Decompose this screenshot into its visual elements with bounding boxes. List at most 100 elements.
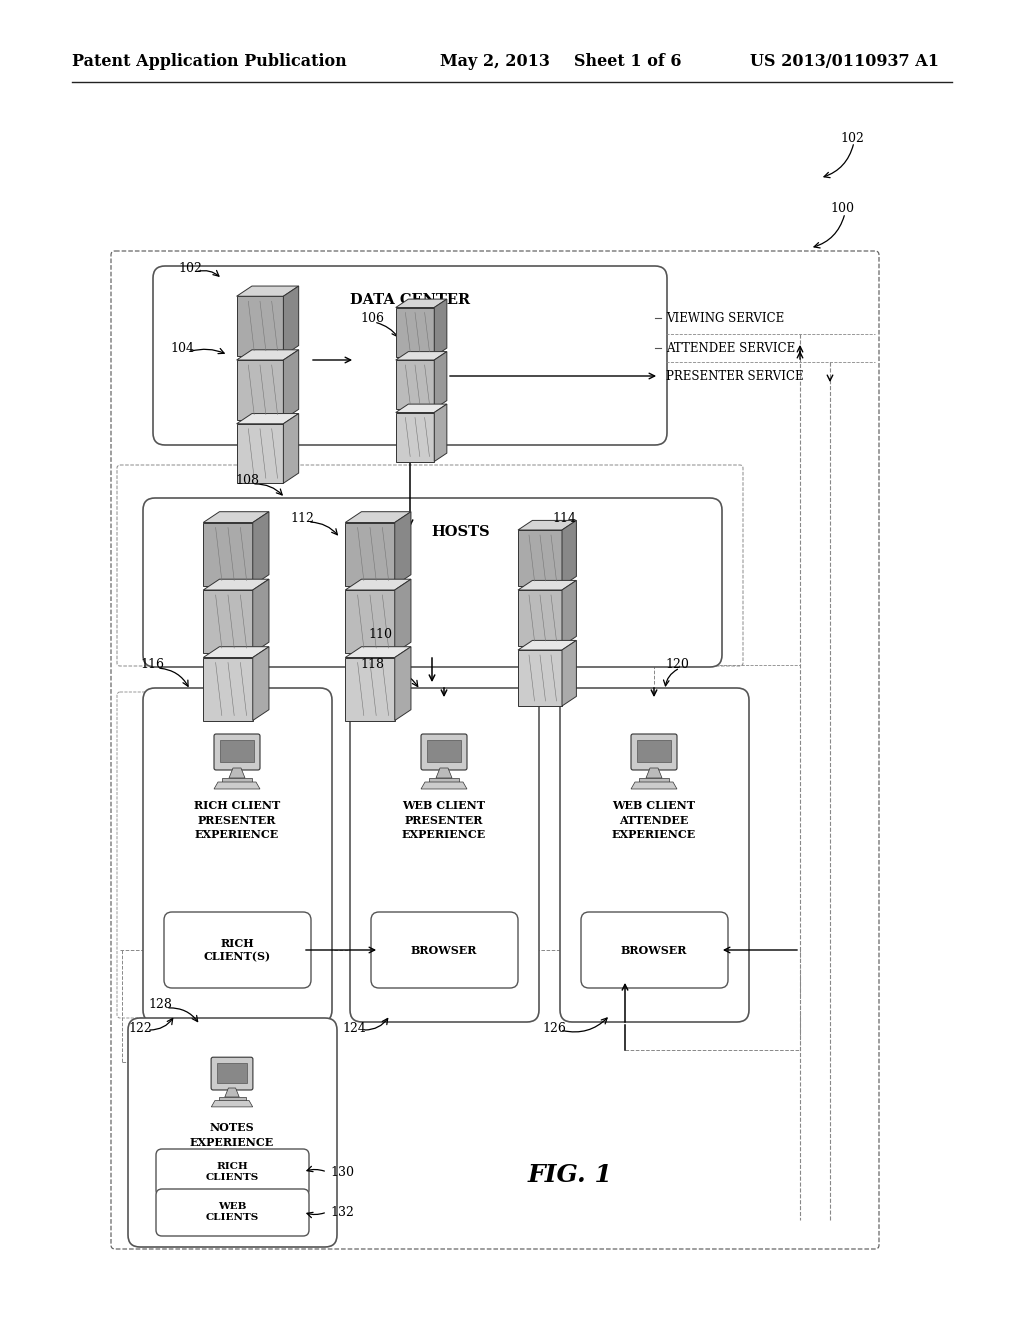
Polygon shape: [237, 286, 299, 296]
Polygon shape: [562, 520, 577, 586]
Text: 102: 102: [840, 132, 864, 144]
Polygon shape: [394, 647, 411, 721]
Text: 128: 128: [148, 998, 172, 1011]
Polygon shape: [203, 590, 253, 653]
Polygon shape: [253, 512, 269, 586]
Polygon shape: [434, 404, 446, 462]
Text: NOTES
EXPERIENCE: NOTES EXPERIENCE: [189, 1122, 274, 1148]
Polygon shape: [237, 360, 284, 420]
Polygon shape: [436, 768, 452, 777]
FancyBboxPatch shape: [143, 688, 332, 1022]
Text: VIEWING SERVICE: VIEWING SERVICE: [666, 312, 784, 325]
Text: ATTENDEE SERVICE: ATTENDEE SERVICE: [666, 342, 796, 355]
FancyBboxPatch shape: [637, 741, 671, 762]
Polygon shape: [203, 647, 269, 657]
Polygon shape: [518, 640, 577, 649]
Text: 120: 120: [665, 659, 689, 672]
Polygon shape: [345, 512, 411, 523]
Polygon shape: [395, 404, 446, 412]
Polygon shape: [562, 581, 577, 645]
Polygon shape: [345, 647, 411, 657]
Text: RICH
CLIENT(S): RICH CLIENT(S): [204, 937, 270, 962]
Text: 112: 112: [290, 511, 314, 524]
Polygon shape: [562, 640, 577, 706]
FancyBboxPatch shape: [350, 688, 539, 1022]
Text: 104: 104: [170, 342, 194, 355]
Polygon shape: [639, 777, 669, 783]
Text: Patent Application Publication: Patent Application Publication: [72, 54, 347, 70]
Text: 124: 124: [342, 1022, 366, 1035]
Text: 122: 122: [128, 1022, 152, 1035]
Text: 106: 106: [360, 312, 384, 325]
Text: BROWSER: BROWSER: [411, 945, 477, 956]
Polygon shape: [237, 413, 299, 424]
FancyBboxPatch shape: [128, 1018, 337, 1247]
Polygon shape: [203, 523, 253, 586]
FancyBboxPatch shape: [217, 1063, 248, 1082]
Polygon shape: [395, 300, 446, 308]
FancyBboxPatch shape: [560, 688, 749, 1022]
Polygon shape: [345, 579, 411, 590]
Polygon shape: [218, 1097, 246, 1101]
Polygon shape: [345, 657, 394, 721]
Text: US 2013/0110937 A1: US 2013/0110937 A1: [750, 54, 939, 70]
Polygon shape: [237, 296, 284, 356]
Polygon shape: [646, 768, 662, 777]
Polygon shape: [345, 523, 394, 586]
Polygon shape: [421, 781, 467, 789]
Polygon shape: [631, 781, 677, 789]
Polygon shape: [211, 1101, 253, 1107]
Text: Sheet 1 of 6: Sheet 1 of 6: [574, 54, 682, 70]
FancyBboxPatch shape: [164, 912, 311, 987]
Polygon shape: [395, 351, 446, 360]
Text: 126: 126: [542, 1022, 566, 1035]
Polygon shape: [253, 579, 269, 653]
Text: 130: 130: [330, 1166, 354, 1179]
Text: FIG. 1: FIG. 1: [527, 1163, 612, 1187]
Polygon shape: [518, 581, 577, 590]
Polygon shape: [429, 777, 459, 783]
Text: HOSTS: HOSTS: [431, 525, 489, 539]
Polygon shape: [518, 531, 562, 586]
Polygon shape: [434, 300, 446, 356]
Polygon shape: [222, 777, 252, 783]
Text: WEB CLIENT
PRESENTER
EXPERIENCE: WEB CLIENT PRESENTER EXPERIENCE: [401, 800, 486, 840]
Text: DATA CENTER: DATA CENTER: [350, 293, 470, 308]
Polygon shape: [394, 579, 411, 653]
Polygon shape: [395, 412, 434, 462]
Polygon shape: [237, 350, 299, 360]
FancyBboxPatch shape: [211, 1057, 253, 1090]
Text: May 2, 2013: May 2, 2013: [440, 54, 550, 70]
FancyBboxPatch shape: [631, 734, 677, 770]
Text: 110: 110: [368, 628, 392, 642]
Polygon shape: [345, 590, 394, 653]
Polygon shape: [203, 512, 269, 523]
Polygon shape: [518, 590, 562, 645]
Polygon shape: [284, 286, 299, 356]
Text: WEB
CLIENTS: WEB CLIENTS: [206, 1203, 259, 1222]
FancyBboxPatch shape: [421, 734, 467, 770]
Text: 132: 132: [330, 1205, 354, 1218]
Polygon shape: [203, 579, 269, 590]
Text: 108: 108: [234, 474, 259, 487]
Polygon shape: [395, 308, 434, 356]
Text: 102: 102: [178, 261, 202, 275]
FancyBboxPatch shape: [371, 912, 518, 987]
FancyBboxPatch shape: [220, 741, 254, 762]
Polygon shape: [518, 520, 577, 531]
Polygon shape: [203, 657, 253, 721]
Text: 116: 116: [140, 659, 164, 672]
Polygon shape: [229, 768, 245, 777]
Polygon shape: [395, 360, 434, 409]
Text: RICH
CLIENTS: RICH CLIENTS: [206, 1163, 259, 1181]
FancyBboxPatch shape: [156, 1148, 309, 1196]
Text: 100: 100: [830, 202, 854, 214]
FancyBboxPatch shape: [156, 1189, 309, 1236]
FancyBboxPatch shape: [427, 741, 461, 762]
FancyBboxPatch shape: [214, 734, 260, 770]
Polygon shape: [394, 512, 411, 586]
Text: 114: 114: [552, 511, 575, 524]
Text: WEB CLIENT
ATTENDEE
EXPERIENCE: WEB CLIENT ATTENDEE EXPERIENCE: [612, 800, 696, 840]
Text: PRESENTER SERVICE: PRESENTER SERVICE: [666, 370, 804, 383]
Polygon shape: [284, 350, 299, 420]
